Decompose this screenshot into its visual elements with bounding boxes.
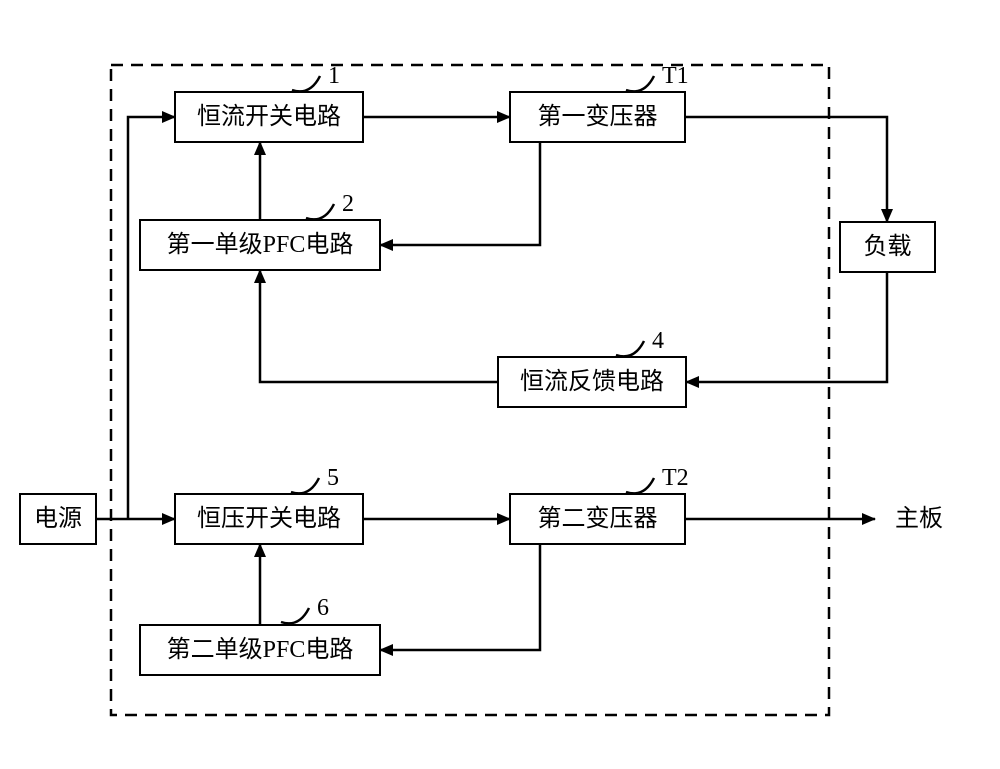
node-label: 负载 xyxy=(864,233,912,260)
edge xyxy=(686,272,887,382)
node-label: 恒流开关电路 xyxy=(197,103,341,130)
node-label: 恒流反馈电路 xyxy=(520,368,664,395)
node-tag: T1 xyxy=(662,63,689,89)
tag-hook xyxy=(616,341,644,356)
node-n1: 恒流开关电路 1 xyxy=(175,63,363,142)
node-tag: 1 xyxy=(328,63,340,89)
node-label: 第二变压器 xyxy=(538,505,658,532)
node-power: 电源 xyxy=(20,494,96,544)
node-tag: 2 xyxy=(342,191,354,217)
node-t2: 第二变压器T2 xyxy=(510,465,689,544)
node-label: 电源 xyxy=(34,505,82,532)
tag-hook xyxy=(626,478,654,493)
node-tag: 6 xyxy=(317,595,329,621)
tag-hook xyxy=(292,76,320,91)
tag-hook xyxy=(281,608,309,623)
nodes-group: 电源 恒流开关电路 1 第一变压器T1 第一单级PFC电路 2 负载恒流反馈电路 4 恒压开关电… xyxy=(20,63,935,675)
output-label: 主板 xyxy=(895,505,943,532)
diagram-canvas: 电源 恒流开关电路 1 第一变压器T1 第一单级PFC电路 2 负载恒流反馈电路 4 恒压开关电… xyxy=(0,0,1000,769)
node-label: 第一变压器 xyxy=(538,103,658,130)
edge xyxy=(260,270,498,382)
edge xyxy=(128,117,175,519)
node-tag: T2 xyxy=(662,465,689,491)
node-label: 第二单级PFC电路 xyxy=(167,636,354,663)
node-n4: 恒流反馈电路 4 xyxy=(498,328,686,407)
node-tag: 4 xyxy=(652,328,664,354)
node-load: 负载 xyxy=(840,222,935,272)
edge xyxy=(685,117,887,222)
edges-group xyxy=(96,117,887,650)
node-tag: 5 xyxy=(327,465,339,491)
node-label: 恒压开关电路 xyxy=(197,505,341,532)
node-label: 第一单级PFC电路 xyxy=(167,231,354,258)
dashed-boundary xyxy=(111,65,829,715)
edge xyxy=(380,142,540,245)
edge xyxy=(380,544,540,650)
tag-hook xyxy=(306,204,334,219)
tag-hook xyxy=(291,478,319,493)
tag-hook xyxy=(626,76,654,91)
node-n5: 恒压开关电路 5 xyxy=(175,465,363,544)
node-t1: 第一变压器T1 xyxy=(510,63,689,142)
